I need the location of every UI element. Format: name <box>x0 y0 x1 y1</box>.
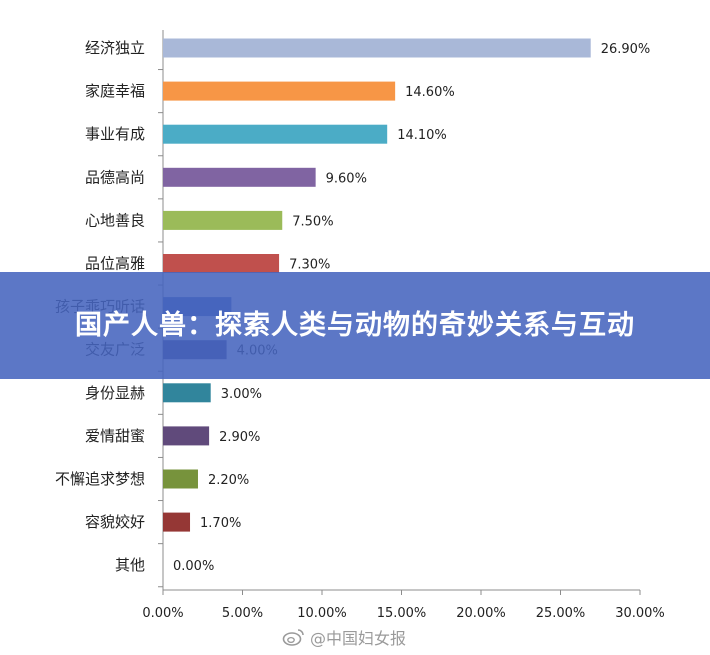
x-tick-label: 0.00% <box>142 606 183 621</box>
x-tick-label: 10.00% <box>297 606 347 621</box>
bar <box>163 383 211 403</box>
category-label: 其他 <box>115 556 145 574</box>
bar <box>163 81 396 101</box>
category-label: 心地善良 <box>85 211 145 229</box>
bar <box>163 167 316 187</box>
bar <box>163 426 210 446</box>
category-label: 爱情甜蜜 <box>85 427 145 445</box>
data-label: 26.90% <box>601 42 651 57</box>
data-label: 2.20% <box>208 473 249 488</box>
banner-title: 国产人兽：探索人类与动物的奇妙关系与互动 <box>75 309 635 341</box>
bar <box>163 254 280 273</box>
data-label: 2.90% <box>219 430 260 445</box>
bar <box>163 38 591 58</box>
watermark: @中国妇女报 <box>282 624 406 650</box>
category-label: 品位高雅 <box>85 255 145 273</box>
x-tick-label: 30.00% <box>615 606 665 621</box>
weibo-icon <box>282 629 304 646</box>
x-tick-label: 20.00% <box>456 606 506 621</box>
data-label: 0.00% <box>173 559 214 574</box>
category-label: 事业有成 <box>85 125 145 143</box>
x-tick-label: 25.00% <box>536 606 586 621</box>
bar <box>163 124 388 144</box>
category-label: 品德高尚 <box>85 168 145 186</box>
x-tick-label: 5.00% <box>222 606 263 621</box>
data-label: 14.60% <box>405 85 455 100</box>
data-label: 3.00% <box>221 387 262 402</box>
bar <box>163 512 191 532</box>
title-banner: 国产人兽：探索人类与动物的奇妙关系与互动 <box>0 272 710 379</box>
category-label: 容貌姣好 <box>85 513 145 531</box>
data-label: 9.60% <box>326 171 367 186</box>
watermark-text: @中国妇女报 <box>310 629 407 648</box>
category-label: 经济独立 <box>85 39 145 57</box>
data-label: 1.70% <box>200 516 241 531</box>
category-label: 身份显赫 <box>85 384 145 402</box>
data-label: 7.30% <box>289 258 330 273</box>
bar <box>163 469 198 489</box>
data-label: 7.50% <box>292 214 333 229</box>
category-label: 家庭幸福 <box>85 82 145 100</box>
category-label: 不懈追求梦想 <box>55 470 145 488</box>
x-tick-label: 15.00% <box>377 606 427 621</box>
data-label: 14.10% <box>397 128 447 143</box>
bar <box>163 210 283 230</box>
